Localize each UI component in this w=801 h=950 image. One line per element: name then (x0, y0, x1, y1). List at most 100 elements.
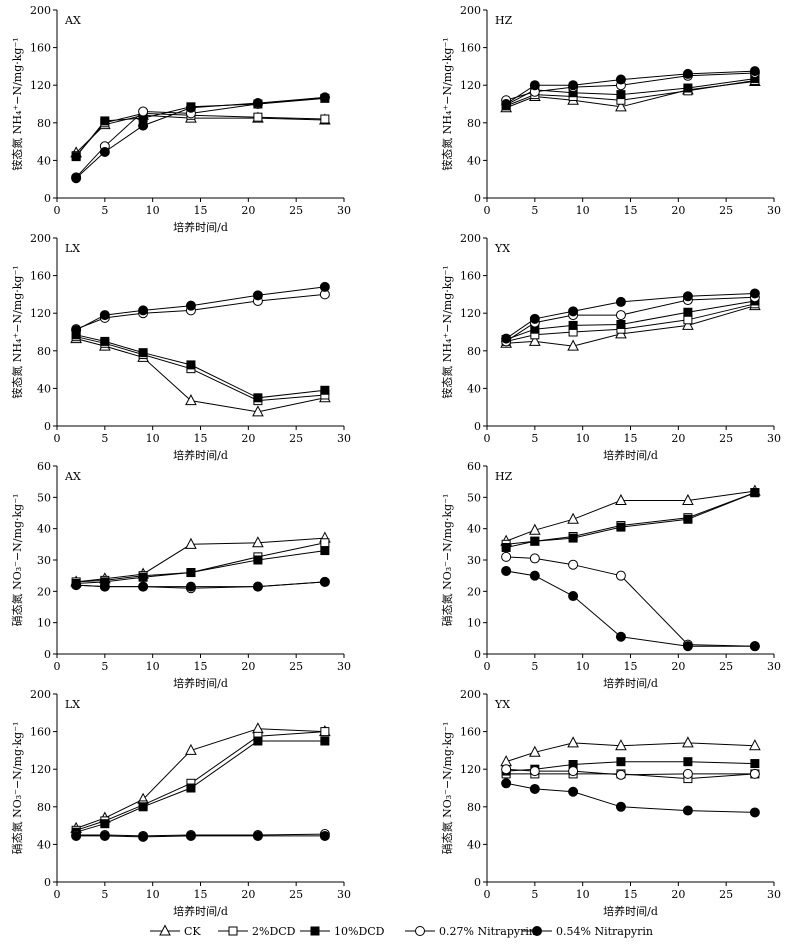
data-point (185, 102, 196, 113)
y-tick-label: 200 (30, 688, 51, 701)
x-tick-label: 30 (767, 204, 781, 217)
series-line (505, 72, 755, 101)
y-tick-label: 0 (44, 420, 51, 433)
x-tick-label: 10 (576, 660, 590, 673)
series-line (76, 537, 325, 583)
x-tick-label: 25 (289, 204, 303, 217)
series-line (505, 78, 755, 106)
x-axis-label: 培养时间/d (173, 448, 228, 462)
x-tick-label: 20 (241, 432, 255, 445)
panel-8: 0 40 80 120 160 200 0 5 10 15 20 25 30 YX 培养时间/d 硝态氮 NO… (440, 688, 781, 918)
data-point (138, 348, 148, 358)
y-tick-label: 0 (44, 648, 51, 661)
y-tick-label: 40 (37, 838, 51, 851)
x-tick-label: 5 (531, 432, 538, 445)
y-axis-label: 铵态氮 NH₄⁺−N/mg·kg⁻¹ (440, 37, 454, 170)
data-point (682, 68, 693, 79)
panel-title: HZ (495, 470, 513, 483)
panel-title: LX (65, 698, 80, 711)
panel-title: YX (494, 698, 510, 711)
series-line (505, 80, 755, 107)
data-point (100, 336, 110, 346)
y-tick-label: 50 (467, 491, 481, 504)
series-line (506, 773, 755, 780)
y-tick-label: 30 (467, 554, 481, 567)
x-tick-label: 10 (146, 660, 160, 673)
x-tick-label: 25 (289, 432, 303, 445)
data-point (138, 831, 149, 842)
series-line (505, 303, 756, 342)
series-line (75, 740, 325, 833)
series-line (75, 96, 325, 179)
data-point (750, 759, 760, 769)
x-tick-label: 30 (767, 888, 781, 901)
x-tick-label: 20 (241, 204, 255, 217)
x-tick-label: 10 (576, 432, 590, 445)
data-point (186, 360, 196, 370)
data-point (252, 405, 264, 417)
series-line (76, 542, 326, 583)
data-point (529, 570, 540, 581)
data-point (682, 736, 694, 748)
data-point (71, 830, 82, 841)
x-tick-label: 25 (289, 888, 303, 901)
legend-item: CK (150, 924, 201, 938)
x-tick-label: 20 (671, 888, 685, 901)
data-point (750, 488, 760, 498)
x-axis-label: 培养时间/d (603, 448, 658, 462)
x-tick-label: 25 (719, 204, 733, 217)
y-tick-label: 30 (37, 554, 51, 567)
data-point (185, 830, 196, 841)
data-point (501, 551, 512, 562)
x-tick-label: 25 (719, 660, 733, 673)
data-point (185, 743, 197, 755)
x-tick-label: 5 (101, 888, 108, 901)
x-tick-label: 15 (624, 204, 638, 217)
data-point (185, 300, 196, 311)
data-point (568, 591, 579, 602)
y-tick-label: 200 (460, 232, 481, 245)
x-tick-label: 15 (624, 432, 638, 445)
data-point (320, 538, 330, 548)
data-point (501, 542, 511, 552)
data-point (320, 736, 330, 746)
series-line (505, 490, 755, 542)
data-point (568, 533, 578, 543)
data-point (71, 580, 82, 591)
y-tick-label: 10 (37, 617, 51, 630)
y-tick-label: 120 (30, 79, 51, 92)
x-tick-label: 20 (671, 204, 685, 217)
y-tick-label: 40 (467, 838, 481, 851)
data-point (683, 315, 693, 325)
data-point (100, 116, 110, 126)
data-point (99, 146, 110, 157)
data-point (252, 290, 263, 301)
x-tick-label: 10 (576, 888, 590, 901)
y-tick-label: 120 (30, 763, 51, 776)
series-line (75, 286, 325, 331)
data-point (615, 74, 626, 85)
x-tick-label: 20 (241, 660, 255, 673)
data-point (615, 100, 627, 112)
x-tick-label: 15 (624, 888, 638, 901)
series-line (75, 338, 326, 413)
data-point (530, 536, 540, 546)
series-line (506, 556, 755, 647)
legend-label: 2%DCD (252, 925, 296, 938)
x-tick-label: 15 (624, 660, 638, 673)
data-point (320, 114, 330, 124)
data-point (186, 783, 196, 793)
data-point (138, 572, 148, 582)
data-point (186, 568, 196, 578)
series-line (75, 336, 325, 402)
data-point (252, 581, 263, 592)
x-tick-label: 5 (531, 660, 538, 673)
y-tick-label: 40 (467, 382, 481, 395)
data-point (320, 727, 330, 737)
series-line (76, 581, 325, 589)
panel-title: AX (64, 470, 81, 483)
x-tick-label: 30 (337, 660, 351, 673)
y-tick-label: 60 (37, 460, 51, 473)
data-point (99, 830, 110, 841)
data-point (138, 305, 149, 316)
